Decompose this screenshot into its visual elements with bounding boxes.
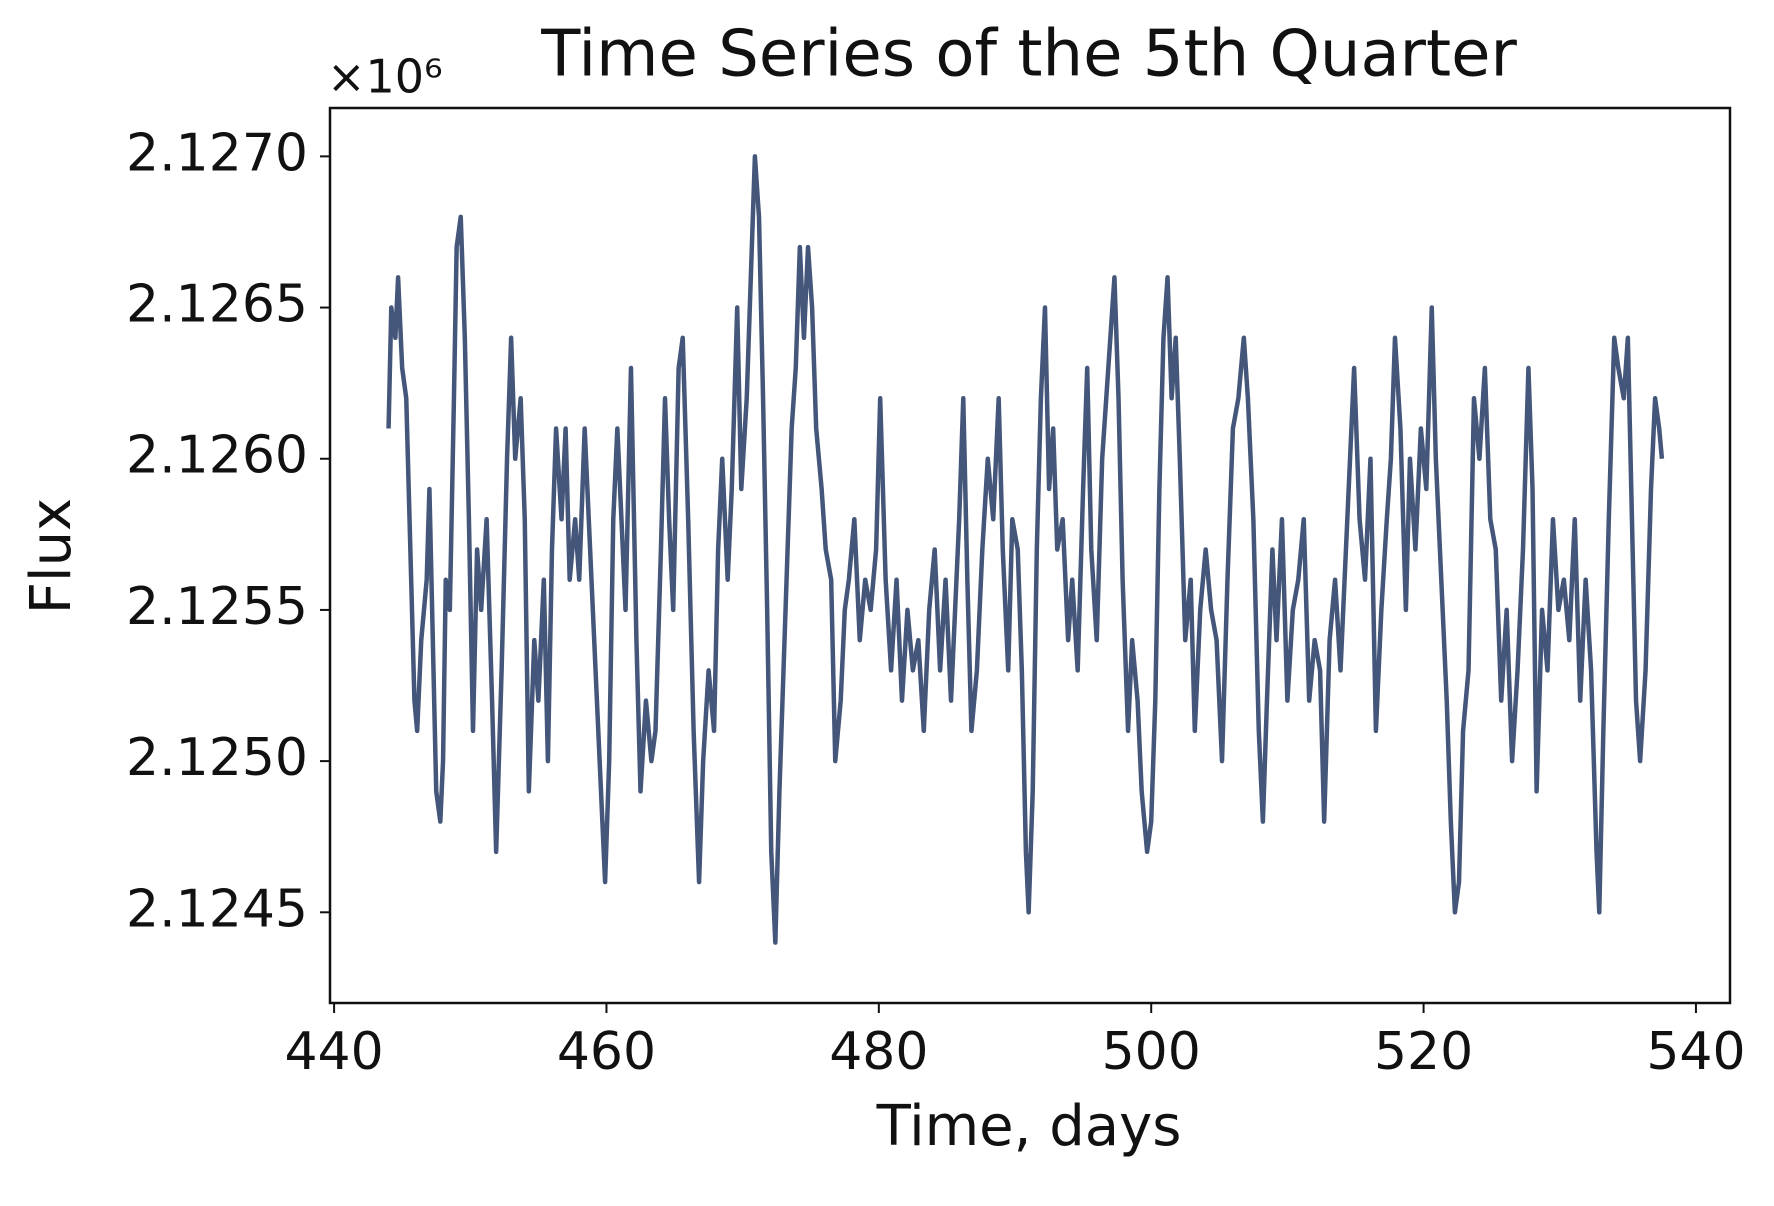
- y-tick-label: 2.1250: [126, 728, 308, 788]
- chart-title: Time Series of the 5th Quarter: [540, 18, 1517, 92]
- y-tick-label: 2.1260: [126, 426, 308, 486]
- y-axis-label: Flux: [19, 498, 84, 614]
- y-tick-label: 2.1265: [126, 275, 308, 335]
- x-tick-label: 520: [1374, 1022, 1473, 1082]
- x-axis-label: Time, days: [876, 1094, 1182, 1159]
- x-tick-label: 480: [829, 1022, 928, 1082]
- x-tick-label: 540: [1646, 1022, 1745, 1082]
- y-tick-label: 2.1245: [126, 879, 308, 939]
- data-line: [386, 154, 1665, 945]
- x-tick-label: 500: [1102, 1022, 1201, 1082]
- x-tick-label: 440: [284, 1022, 383, 1082]
- y-tick-label: 2.1270: [126, 123, 308, 183]
- plot-frame: [328, 106, 1732, 1005]
- y-offset-label: ×10⁶: [327, 50, 443, 104]
- y-tick-label: 2.1255: [126, 577, 308, 637]
- x-tick-label: 460: [557, 1022, 656, 1082]
